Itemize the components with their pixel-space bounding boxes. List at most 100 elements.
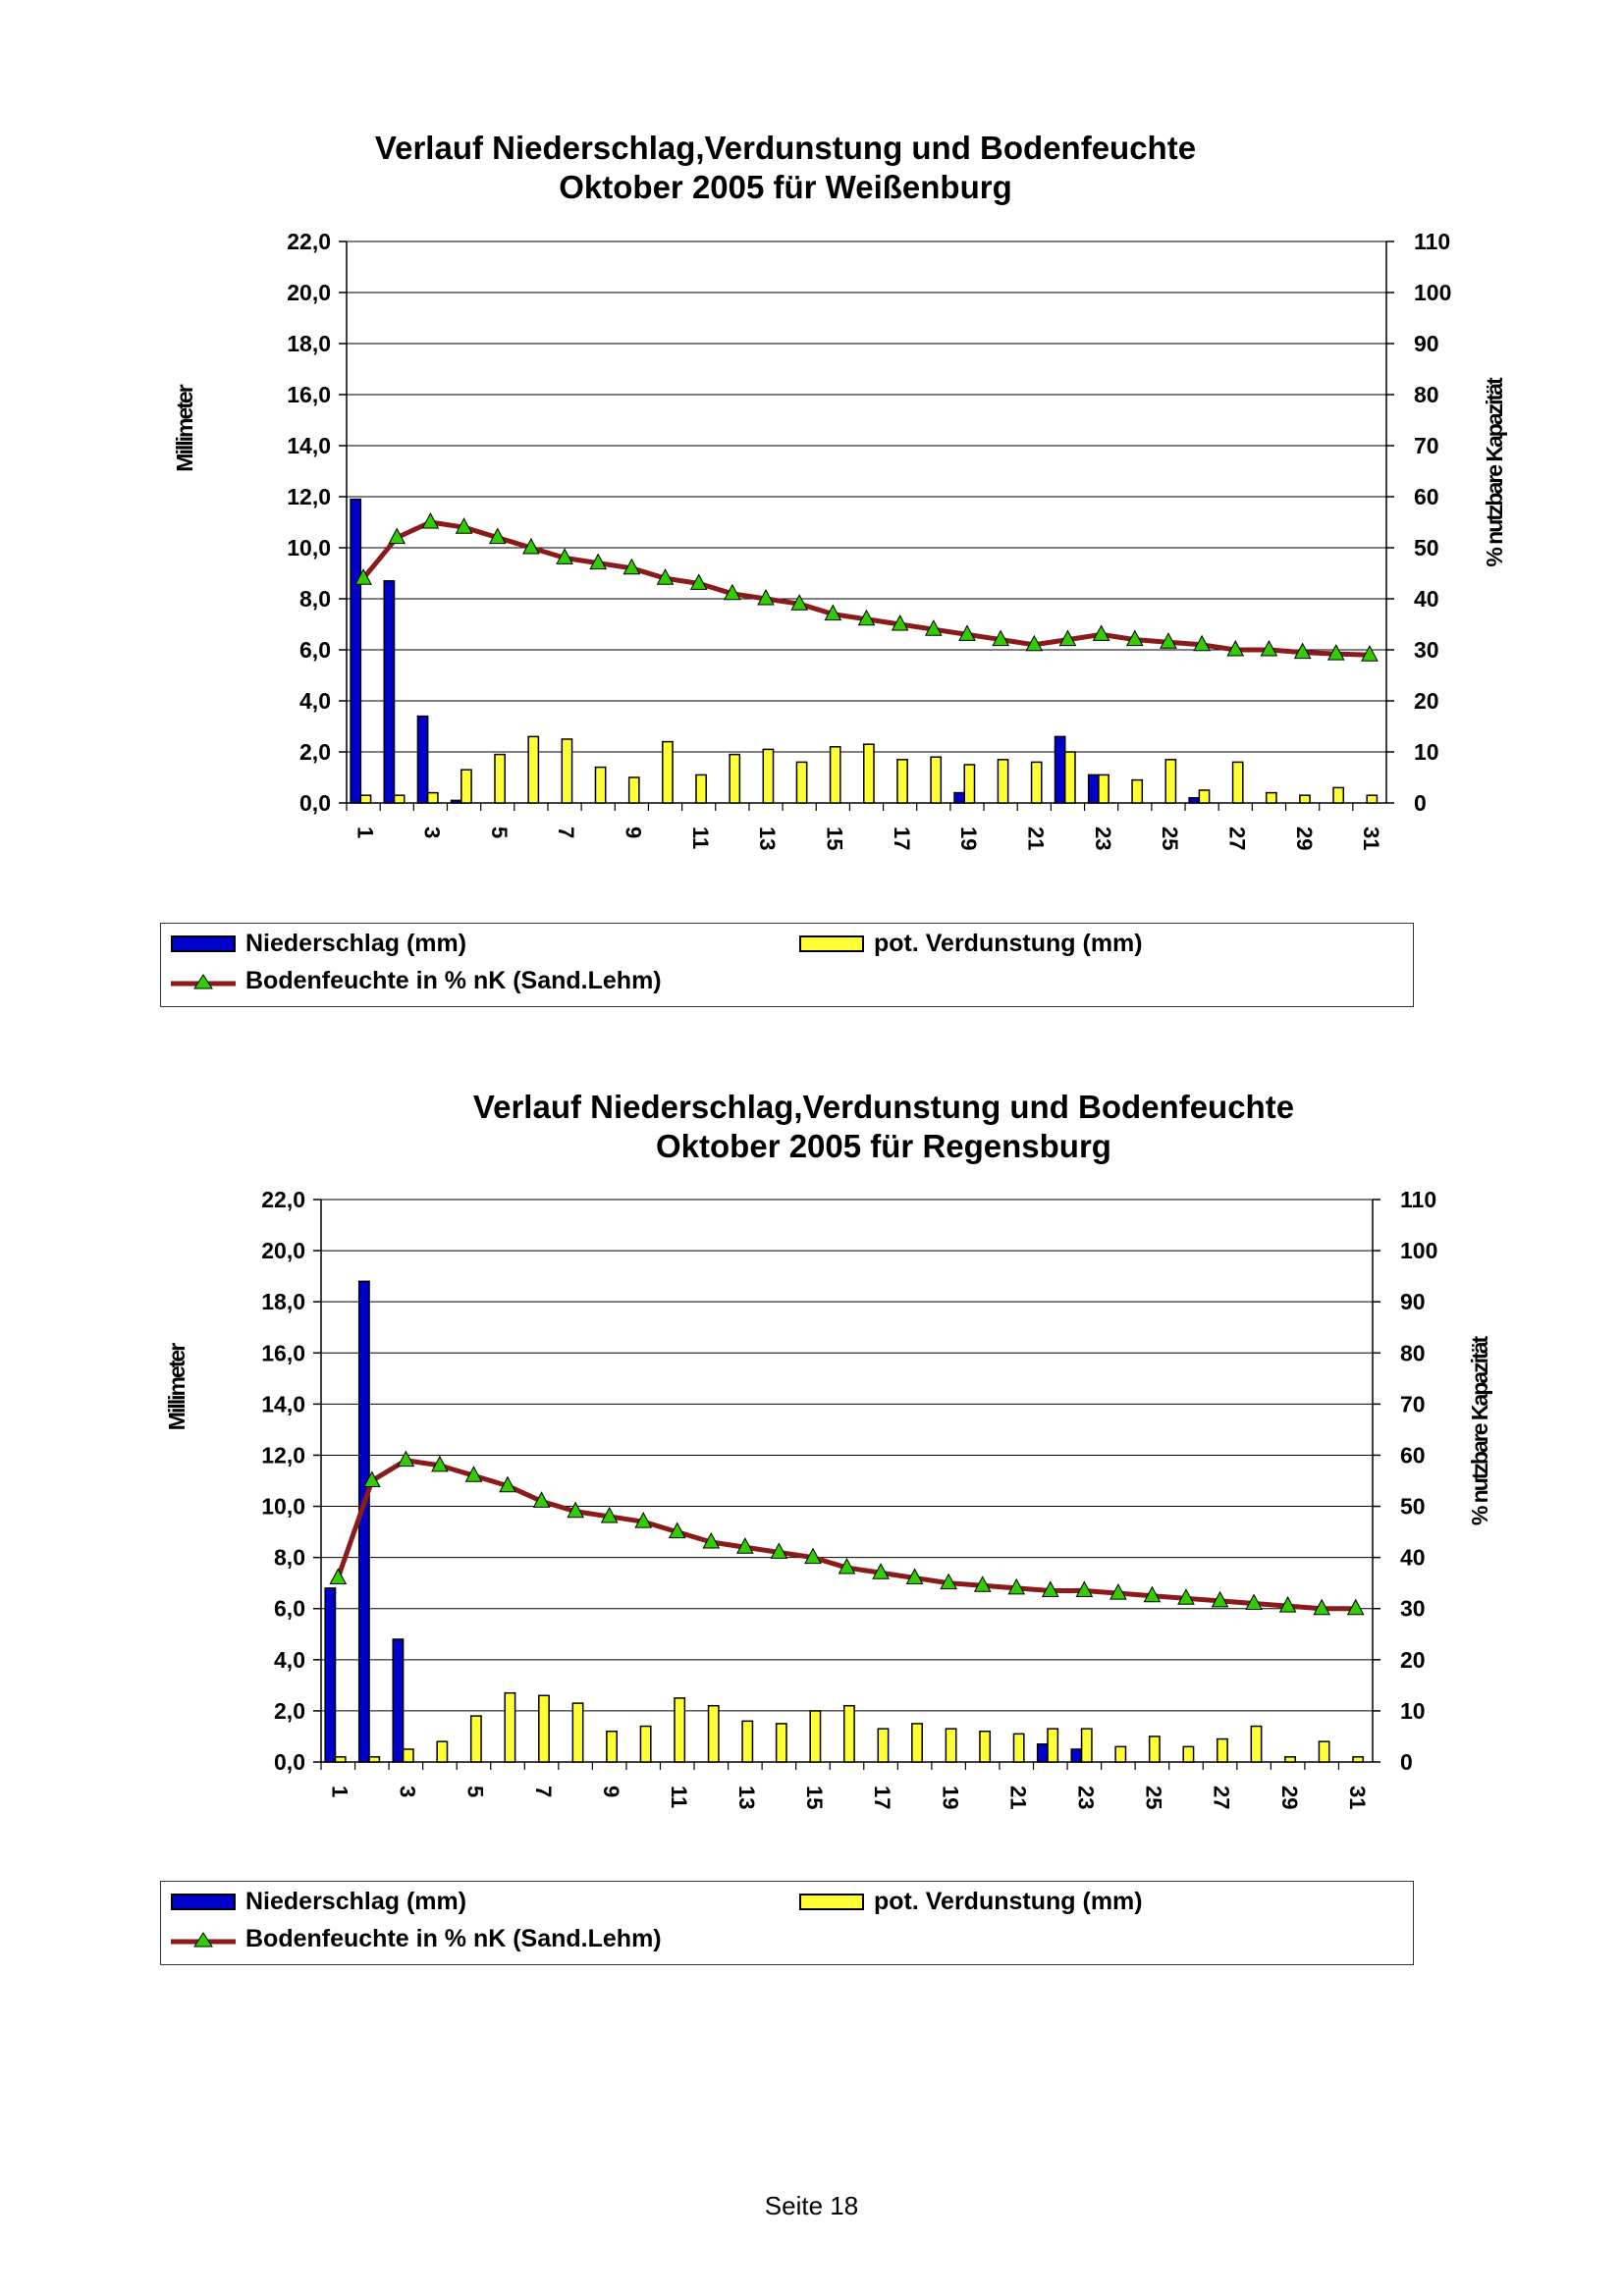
y2-tick-label: 60 — [1414, 484, 1439, 509]
legend-label: pot. Verdunstung (mm) — [874, 1888, 1143, 1915]
marker-bodenfeuchte — [421, 511, 440, 529]
marker-bodenfeuchte — [622, 558, 641, 575]
bar-verdunstung — [1332, 786, 1345, 804]
legend-line-soil-moisture — [171, 973, 236, 988]
marker-bodenfeuchte — [905, 1568, 924, 1584]
bar-verdunstung — [729, 753, 741, 804]
bar-verdunstung — [561, 738, 573, 804]
bar-niederschlag — [450, 799, 462, 804]
legend-item-soil-moisture: Bodenfeuchte in % nK (Sand.Lehm) — [171, 1925, 662, 1953]
marker-bodenfeuchte — [857, 609, 876, 626]
x-tick-label: 17 — [890, 827, 914, 850]
bar-niederschlag — [1054, 735, 1066, 804]
marker-bodenfeuchte — [790, 594, 809, 611]
y-tick-label: 10,0 — [287, 535, 331, 561]
marker-bodenfeuchte — [589, 553, 608, 570]
y-tick-label: 22,0 — [287, 229, 331, 254]
bar-verdunstung — [606, 1730, 619, 1763]
x-tick-label: 25 — [1142, 1786, 1166, 1809]
y2-tick-label: 60 — [1400, 1442, 1426, 1468]
marker-bodenfeuchte — [354, 568, 372, 585]
marker-bodenfeuchte — [499, 1475, 516, 1493]
bar-verdunstung — [594, 766, 607, 804]
marker-bodenfeuchte — [1007, 1577, 1026, 1595]
marker-bodenfeuchte — [488, 527, 507, 545]
marker-bodenfeuchte — [464, 1466, 483, 1482]
bar-verdunstung — [436, 1740, 449, 1763]
chart-weissenburg: Verlauf Niederschlag,Verdunstung und Bod… — [0, 0, 1623, 1031]
bar-verdunstung — [1148, 1735, 1161, 1763]
bar-verdunstung — [494, 753, 506, 804]
y2-tick-label: 50 — [1414, 535, 1439, 561]
y-tick-label: 14,0 — [261, 1391, 305, 1416]
y2-tick-label: 20 — [1400, 1647, 1426, 1673]
x-tick-label: 31 — [1345, 1786, 1370, 1809]
y2-tick-label: 100 — [1414, 280, 1451, 305]
bar-verdunstung — [930, 756, 943, 804]
chart-plot: 0,0 0 2,0 10 4,0 20 6,0 30 8,0 40 10,0 50 12,0 60 14,0… — [172, 229, 1507, 850]
marker-bodenfeuchte — [1143, 1585, 1162, 1603]
x-tick-label: 7 — [554, 827, 578, 838]
bar-verdunstung — [627, 776, 640, 804]
bar-verdunstung — [402, 1748, 414, 1763]
bar-verdunstung — [842, 1704, 855, 1763]
bar-verdunstung — [469, 1715, 482, 1763]
y-tick-label: 18,0 — [261, 1289, 305, 1314]
y2-tick-label: 110 — [1400, 1187, 1436, 1212]
bar-verdunstung — [1098, 774, 1109, 804]
marker-bodenfeuchte — [532, 1491, 551, 1508]
bar-verdunstung — [1231, 761, 1244, 804]
x-tick-label: 25 — [1158, 827, 1182, 850]
marker-bodenfeuchte — [940, 1573, 957, 1590]
y-tick-label: 6,0 — [299, 637, 331, 663]
legend-label: Niederschlag (mm) — [245, 930, 467, 957]
y2-tick-label: 70 — [1414, 433, 1439, 458]
x-tick-label: 19 — [956, 827, 981, 850]
chart-title-line-1: Verlauf Niederschlag,Verdunstung und Bod… — [374, 130, 1197, 166]
bar-verdunstung — [809, 1710, 822, 1763]
x-tick-label: 9 — [622, 827, 646, 838]
marker-bodenfeuchte — [824, 604, 842, 621]
x-tick-label: 31 — [1359, 827, 1383, 850]
bar-verdunstung — [334, 1756, 347, 1763]
x-tick-label: 11 — [688, 827, 713, 849]
y2-tick-label: 40 — [1414, 586, 1439, 612]
bar-verdunstung — [1080, 1728, 1093, 1763]
bar-niederschlag — [1087, 774, 1100, 804]
x-tick-label: 3 — [396, 1786, 420, 1797]
legend-item-evaporation: pot. Verdunstung (mm) — [799, 930, 1143, 958]
marker-bodenfeuchte — [992, 629, 1009, 647]
marker-bodenfeuchte — [455, 517, 473, 534]
y2-axis-label: % nutzbare Kapazität — [1467, 1336, 1492, 1526]
x-tick-label: 21 — [1023, 827, 1048, 850]
legend-label: Bodenfeuchte in % nK (Sand.Lehm) — [245, 967, 662, 994]
marker-bodenfeuchte — [1245, 1593, 1263, 1611]
line-bodenfeuchte — [361, 519, 1370, 658]
bar-verdunstung — [359, 794, 372, 804]
bar-verdunstung — [695, 774, 707, 804]
marker-bodenfeuchte — [689, 573, 708, 590]
bar-verdunstung — [1265, 791, 1277, 804]
chart-title-line-2: Oktober 2005 für Regensburg — [656, 1128, 1111, 1164]
x-tick-label: 5 — [463, 1786, 488, 1797]
bar-verdunstung — [527, 735, 540, 804]
bar-niederschlag — [416, 715, 429, 804]
y2-tick-label: 20 — [1414, 688, 1439, 714]
x-tick-label: 13 — [755, 827, 780, 850]
bar-verdunstung — [460, 769, 472, 804]
x-tick-label: 29 — [1292, 827, 1317, 850]
marker-bodenfeuchte — [804, 1547, 822, 1565]
y2-tick-label: 70 — [1400, 1391, 1426, 1416]
bar-verdunstung — [911, 1723, 923, 1763]
marker-bodenfeuchte — [1313, 1598, 1331, 1616]
marker-bodenfeuchte — [757, 588, 775, 606]
marker-bodenfeuchte — [431, 1455, 449, 1472]
bar-verdunstung — [639, 1725, 652, 1763]
x-tick-label: 9 — [599, 1786, 623, 1797]
bar-verdunstung — [1131, 778, 1144, 804]
page-number: Seite 18 — [764, 2191, 859, 2220]
legend-swatch-evaporation — [799, 935, 864, 952]
legend: Niederschlag (mm) pot. Verdunstung (mm) … — [160, 923, 1414, 1007]
bar-verdunstung — [1299, 794, 1311, 804]
marker-bodenfeuchte — [1041, 1580, 1059, 1597]
